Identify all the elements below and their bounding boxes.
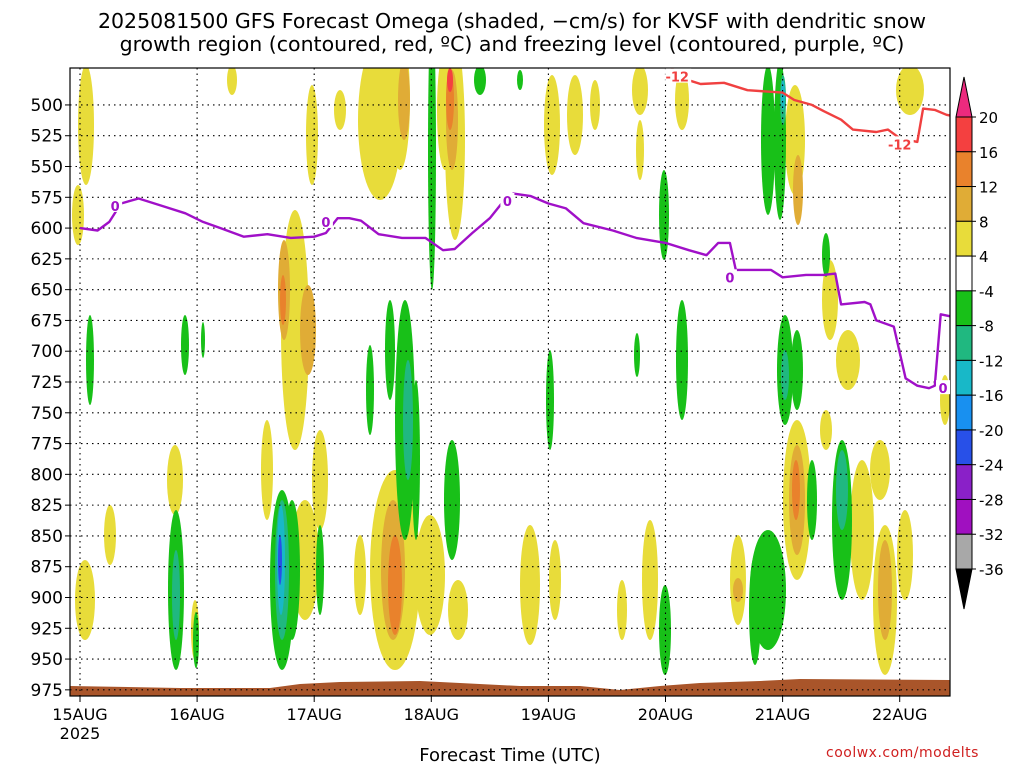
colorbar-segment — [955, 498, 973, 535]
y-tick-label: 900 — [31, 588, 63, 608]
y-axis-ticks: 500 525 550 575 600 625 650 675 700 725 750 775 800 8… — [31, 96, 70, 701]
y-tick-label: 575 — [31, 188, 63, 208]
y-tick-label: 750 — [31, 404, 63, 424]
colorbar-label: -4 — [979, 283, 994, 301]
y-tick-label: 875 — [31, 558, 63, 578]
x-tick-label: 19AUG — [521, 705, 576, 724]
y-tick-label: 650 — [31, 281, 63, 301]
x-tick-label: 18AUG — [404, 705, 459, 724]
colorbar-segment — [955, 116, 973, 153]
chart-title-line-1: 2025081500 GFS Forecast Omega (shaded, −… — [97, 9, 927, 33]
y-tick-label: 725 — [31, 373, 63, 393]
x-tick-label: 17AUG — [286, 705, 341, 724]
x-tick-label: 15AUG — [52, 705, 107, 724]
colorbar-label: -12 — [979, 352, 1004, 370]
colorbar-label: -8 — [979, 318, 994, 336]
colorbar-segment — [955, 220, 973, 257]
colorbar: 20 16 12 8 4 -4 -8 -12 -16 -20 -24 -28 -32 -36 — [955, 76, 1004, 610]
colorbar-label: -36 — [979, 561, 1004, 579]
freezing-level-label-bg — [722, 269, 737, 284]
y-tick-label: 950 — [31, 650, 63, 670]
colorbar-segment — [955, 533, 973, 570]
omega-shading — [70, 68, 950, 696]
colorbar-segment — [955, 255, 973, 292]
colorbar-label: 4 — [979, 248, 989, 266]
x-year-label: 2025 — [60, 724, 101, 743]
y-tick-label: 625 — [31, 250, 63, 270]
freezing-level-label-bg — [108, 197, 123, 212]
dendritic-growth-contour — [670, 68, 950, 144]
colorbar-top-arrow — [955, 76, 973, 118]
colorbar-label: 12 — [979, 179, 998, 197]
y-tick-label: 850 — [31, 527, 63, 547]
contour-labels: 0 0 0 0 0 -12 -12 — [108, 68, 951, 397]
x-tick-label: 20AUG — [638, 705, 693, 724]
freezing-level-label-bg — [936, 380, 951, 395]
y-tick-label: 525 — [31, 127, 63, 147]
y-tick-label: 800 — [31, 465, 63, 485]
freezing-level-label: 0 — [111, 200, 120, 215]
dendritic-label: -12 — [665, 71, 689, 86]
x-axis-title: Forecast Time (UTC) — [419, 745, 601, 766]
dendritic-label: -12 — [888, 138, 912, 153]
dendritic-label-bg — [665, 68, 692, 83]
colorbar-segment — [955, 359, 973, 396]
colorbar-label: -28 — [979, 491, 1004, 509]
y-tick-label: 925 — [31, 619, 63, 639]
colorbar-segment — [955, 429, 973, 466]
freezing-level-label-bg — [500, 192, 515, 207]
dendritic-label-bg — [887, 136, 914, 151]
colorbar-segment — [955, 464, 973, 500]
colorbar-label: 8 — [979, 213, 989, 231]
colorbar-segment — [955, 290, 973, 327]
colorbar-segment — [955, 394, 973, 431]
colorbar-label: 16 — [979, 144, 998, 162]
colorbar-segment — [955, 151, 973, 188]
y-tick-label: 675 — [31, 311, 63, 331]
colorbar-label: -32 — [979, 526, 1004, 544]
colorbar-segment — [955, 186, 973, 222]
colorbar-segment — [955, 325, 973, 361]
x-tick-label: 16AUG — [169, 705, 224, 724]
freezing-level-label: 0 — [321, 216, 330, 231]
freezing-level-label: 0 — [725, 271, 734, 286]
y-tick-label: 600 — [31, 219, 63, 239]
omega-yellow-areas — [72, 68, 950, 675]
colorbar-label: -24 — [979, 457, 1004, 475]
freezing-level-label-bg — [318, 213, 333, 228]
freezing-level-contour — [79, 192, 950, 390]
contour-lines — [79, 68, 950, 390]
grid-lines — [70, 68, 950, 696]
y-tick-label: 550 — [31, 158, 63, 178]
colorbar-bottom-arrow — [955, 568, 973, 610]
ground-surface — [70, 679, 950, 696]
omega-blue-areas — [278, 535, 282, 585]
y-tick-label: 500 — [31, 96, 63, 116]
y-tick-label: 775 — [31, 435, 63, 455]
colorbar-label: -16 — [979, 387, 1004, 405]
freezing-level-label: 0 — [503, 195, 512, 210]
colorbar-label: -20 — [979, 422, 1004, 440]
x-tick-label: 22AUG — [872, 705, 927, 724]
colorbar-label: 20 — [979, 109, 998, 127]
freezing-level-label: 0 — [939, 382, 948, 397]
x-axis-ticks: 15AUG 16AUG 17AUG 18AUG 19AUG 20AUG 21AUG 22AUG… — [52, 696, 927, 743]
omega-red-areas — [447, 68, 453, 92]
y-tick-label: 700 — [31, 342, 63, 362]
chart-title-line-2: growth region (contoured, red, ºC) and f… — [119, 32, 905, 56]
watermark: coolwx.com/modelts — [826, 745, 979, 761]
x-tick-label: 21AUG — [755, 705, 810, 724]
y-tick-label: 825 — [31, 496, 63, 516]
y-tick-label: 975 — [31, 681, 63, 701]
